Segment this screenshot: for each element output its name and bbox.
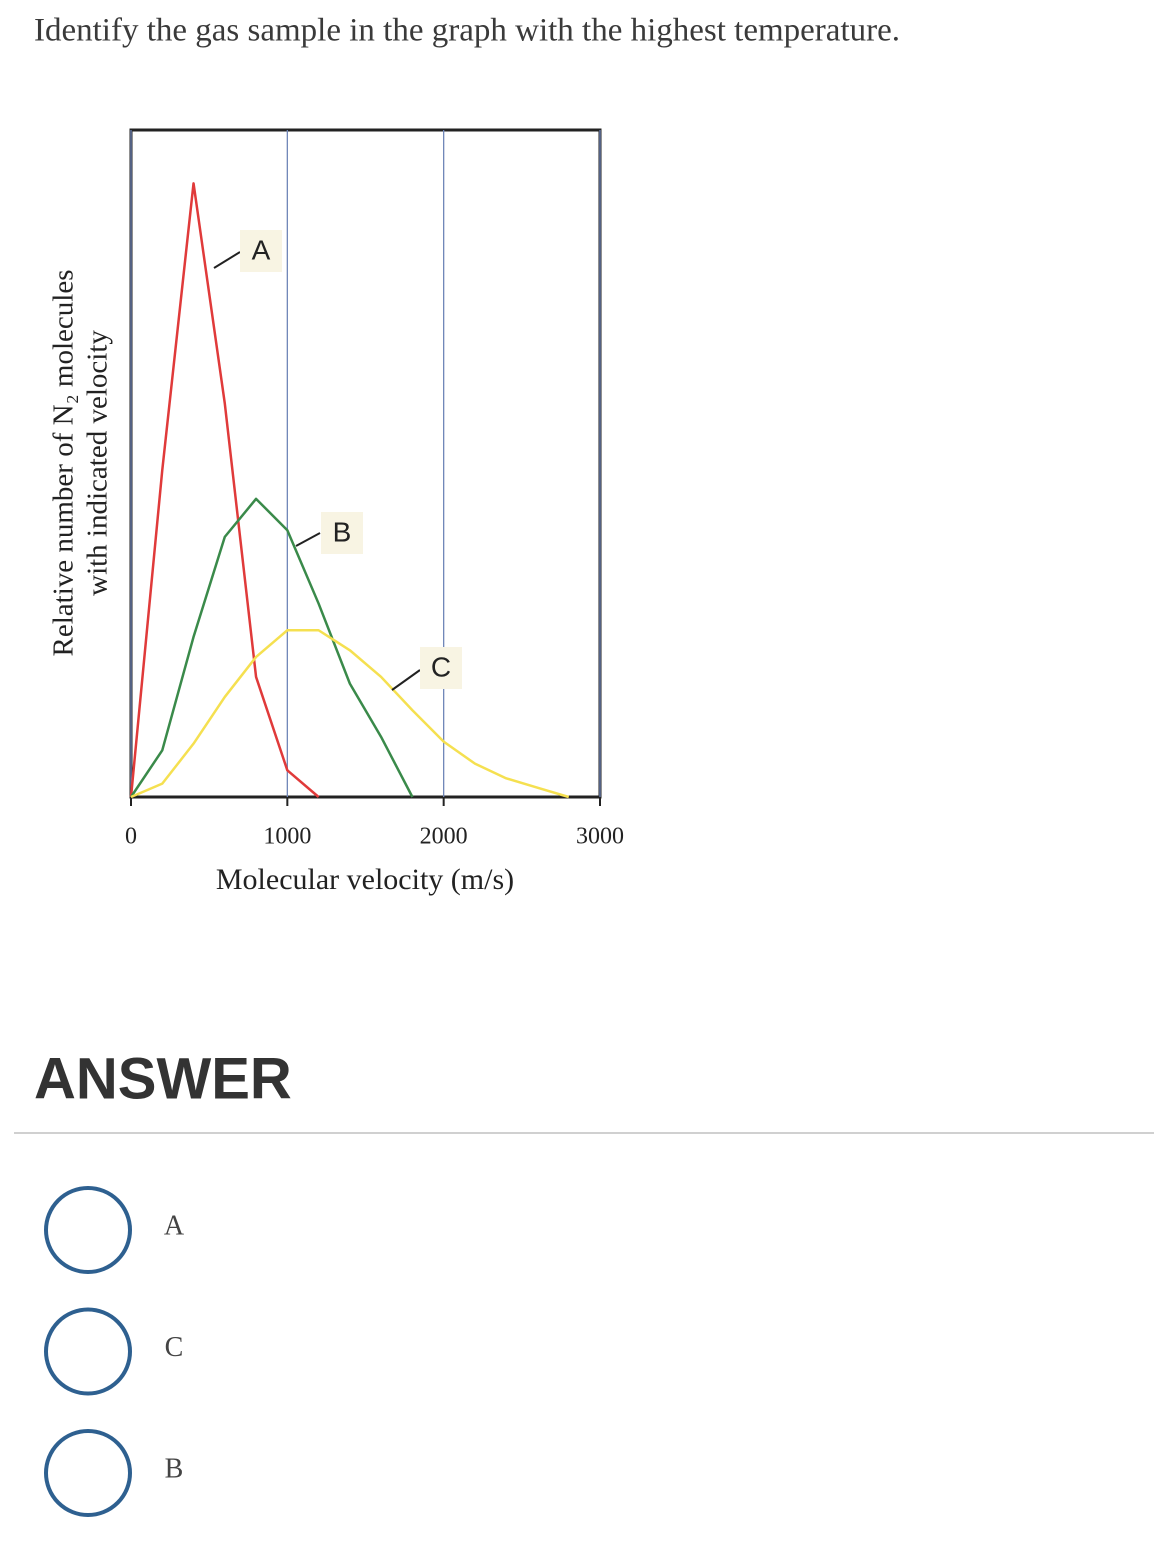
radio-button[interactable] [44,1186,132,1274]
curve [130,629,570,799]
series-label: C [431,651,451,682]
label-box [240,230,282,272]
series-label: A [252,234,271,265]
label-box [420,647,462,689]
curve [129,182,320,798]
answer-heading: ANSWER [34,1046,292,1111]
x-tick-label: 3000 [576,824,624,850]
x-tick-label: 0 [125,824,137,850]
radio-button[interactable] [44,1429,132,1517]
x-tick-label: 2000 [420,824,468,850]
y-axis-label: Relative number of N₂ molecules [48,270,80,657]
radio-button[interactable] [44,1307,132,1396]
series-label: B [333,516,352,547]
y-axis-label: with indicated velocity [82,330,114,596]
option-label[interactable]: A [164,1210,185,1241]
option-label[interactable]: B [165,1453,184,1484]
label-leader [213,251,241,269]
question: Identify the gas sample in the graph wit… [34,13,900,49]
label-box [321,512,363,554]
x-tick-label: 1000 [263,824,311,850]
x-axis-label: Molecular velocity (m/s) [216,863,514,896]
option-label[interactable]: C [165,1332,184,1363]
curve [129,497,414,798]
label-leader [295,532,321,547]
label-leader [391,669,421,691]
